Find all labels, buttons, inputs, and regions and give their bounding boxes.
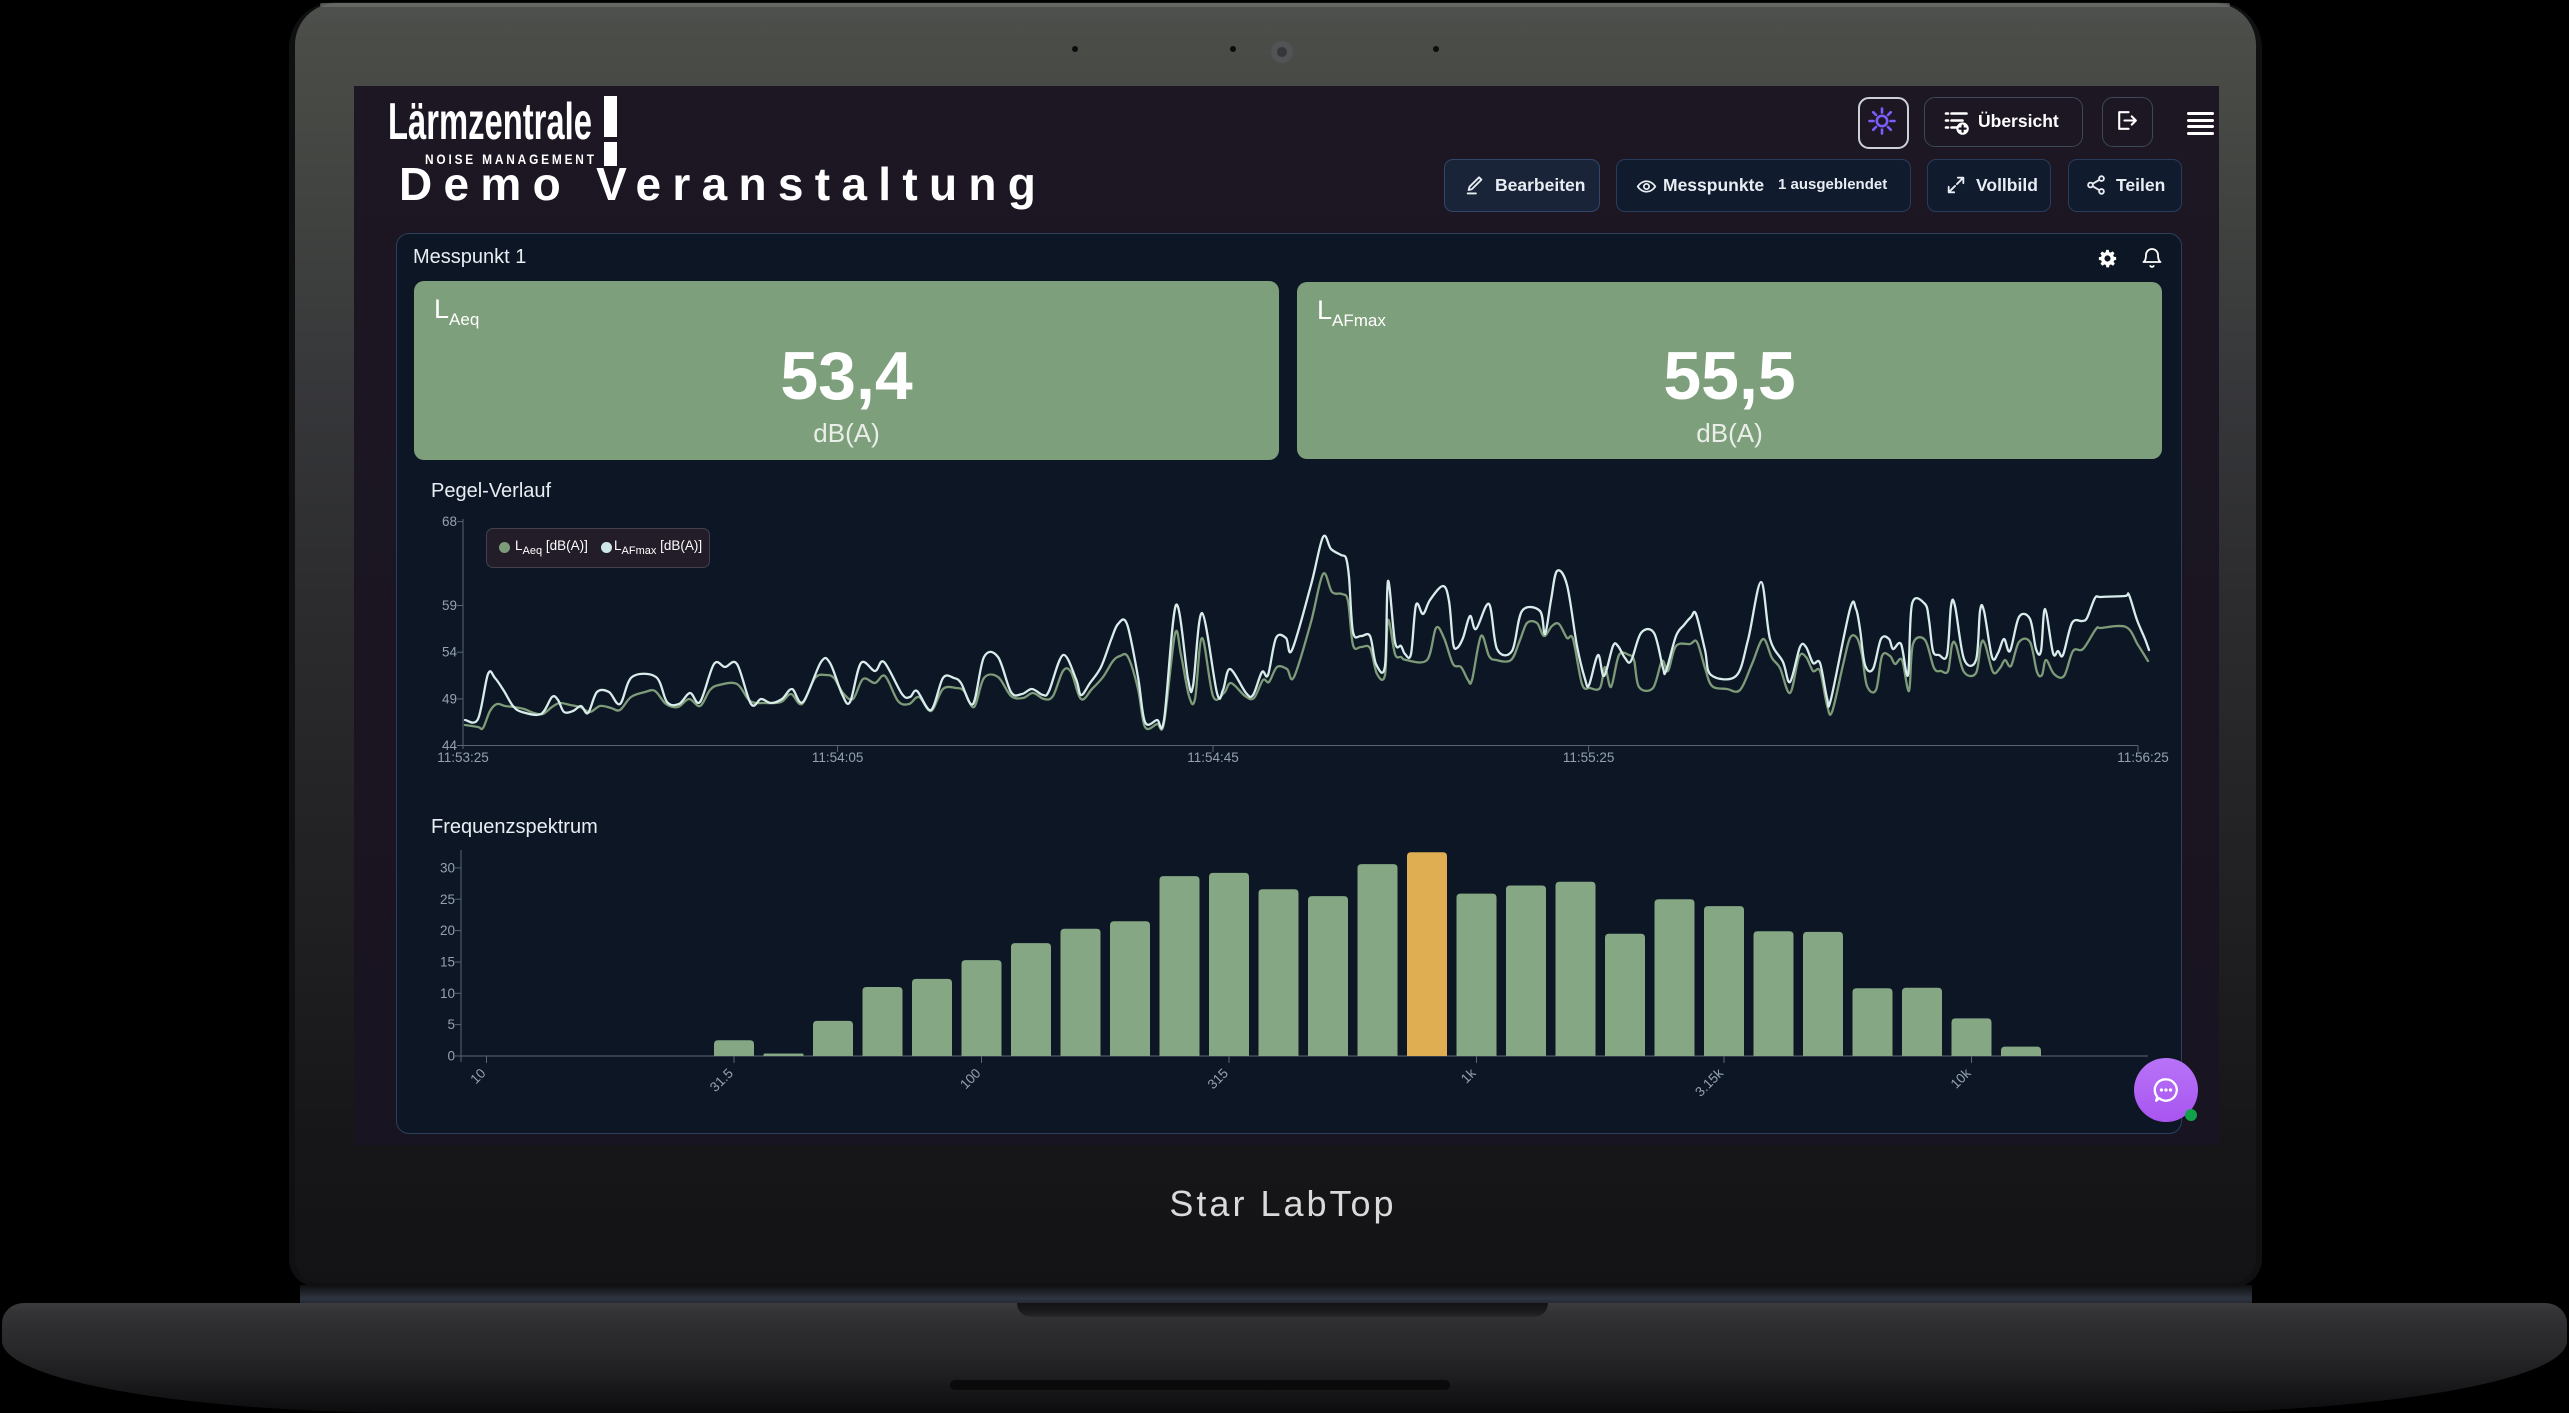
svg-text:10k: 10k <box>1948 1065 1974 1091</box>
svg-text:15: 15 <box>440 955 455 970</box>
svg-text:5: 5 <box>447 1017 455 1032</box>
svg-text:1k: 1k <box>1458 1065 1479 1086</box>
svg-text:49: 49 <box>442 691 457 706</box>
svg-text:11:55:25: 11:55:25 <box>1563 750 1615 765</box>
svg-text:20: 20 <box>440 923 455 938</box>
svg-text:315: 315 <box>1205 1066 1232 1093</box>
svg-text:11:53:25: 11:53:25 <box>437 750 489 765</box>
svg-text:25: 25 <box>440 892 455 907</box>
svg-text:44: 44 <box>442 738 458 753</box>
svg-text:54: 54 <box>442 645 458 660</box>
svg-text:59: 59 <box>442 598 457 613</box>
svg-text:10: 10 <box>467 1066 488 1087</box>
svg-text:100: 100 <box>957 1066 984 1093</box>
svg-text:11:56:25: 11:56:25 <box>2117 750 2169 765</box>
svg-text:3.15k: 3.15k <box>1692 1065 1726 1099</box>
svg-text:30: 30 <box>440 860 455 875</box>
svg-text:0: 0 <box>447 1049 455 1064</box>
svg-text:10: 10 <box>440 986 455 1001</box>
svg-text:11:54:45: 11:54:45 <box>1187 750 1239 765</box>
svg-text:31.5: 31.5 <box>707 1066 736 1095</box>
svg-text:68: 68 <box>442 514 457 529</box>
svg-text:11:54:05: 11:54:05 <box>812 750 864 765</box>
